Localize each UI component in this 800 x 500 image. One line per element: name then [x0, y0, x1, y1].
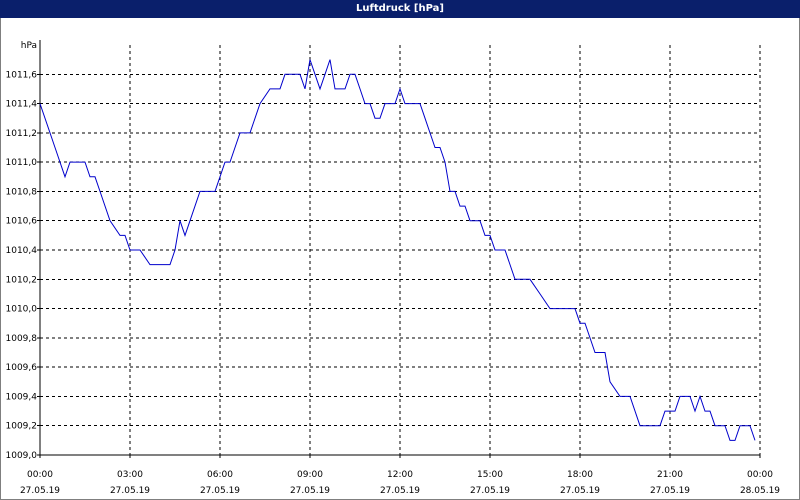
x-tick-date-label: 27.05.19 [650, 486, 690, 496]
x-tick-date-label: 28.05.19 [740, 486, 780, 496]
x-tick-time-label: 09:00 [297, 470, 323, 480]
x-tick-time-label: 15:00 [477, 470, 503, 480]
y-tick-label: 1010,2 [6, 275, 38, 285]
chart-title: Luftdruck [hPa] [0, 0, 800, 18]
y-tick-label: 1011,0 [6, 158, 38, 168]
y-tick-label: 1009,4 [6, 392, 38, 402]
x-tick-date-label: 27.05.19 [560, 486, 600, 496]
x-tick-time-label: 00:00 [747, 470, 773, 480]
x-tick-time-label: 03:00 [117, 470, 143, 480]
x-tick-date-label: 27.05.19 [110, 486, 150, 496]
x-tick-time-label: 21:00 [657, 470, 683, 480]
x-tick-time-label: 12:00 [387, 470, 413, 480]
x-tick-time-label: 18:00 [567, 470, 593, 480]
x-tick-time-label: 00:00 [27, 470, 53, 480]
y-tick-label: 1009,0 [6, 451, 38, 461]
y-tick-label: 1009,6 [6, 363, 38, 373]
y-tick-label: 1011,2 [6, 129, 38, 139]
y-axis-unit-label: hPa [21, 41, 37, 51]
y-tick-label: 1011,6 [6, 70, 38, 80]
y-tick-label: 1011,4 [6, 100, 38, 110]
y-tick-label: 1010,8 [6, 187, 38, 197]
y-tick-label: 1009,2 [6, 422, 38, 432]
y-tick-label: 1010,0 [6, 305, 38, 315]
y-tick-label: 1009,8 [6, 334, 38, 344]
y-tick-label: 1010,4 [6, 246, 38, 256]
x-tick-time-label: 06:00 [207, 470, 233, 480]
x-tick-date-label: 27.05.19 [380, 486, 420, 496]
x-tick-date-label: 27.05.19 [290, 486, 330, 496]
x-tick-date-label: 27.05.19 [200, 486, 240, 496]
y-tick-label: 1010,6 [6, 217, 38, 227]
x-tick-date-label: 27.05.19 [470, 486, 510, 496]
x-tick-date-label: 27.05.19 [20, 486, 60, 496]
pressure-series-line [39, 59, 756, 441]
